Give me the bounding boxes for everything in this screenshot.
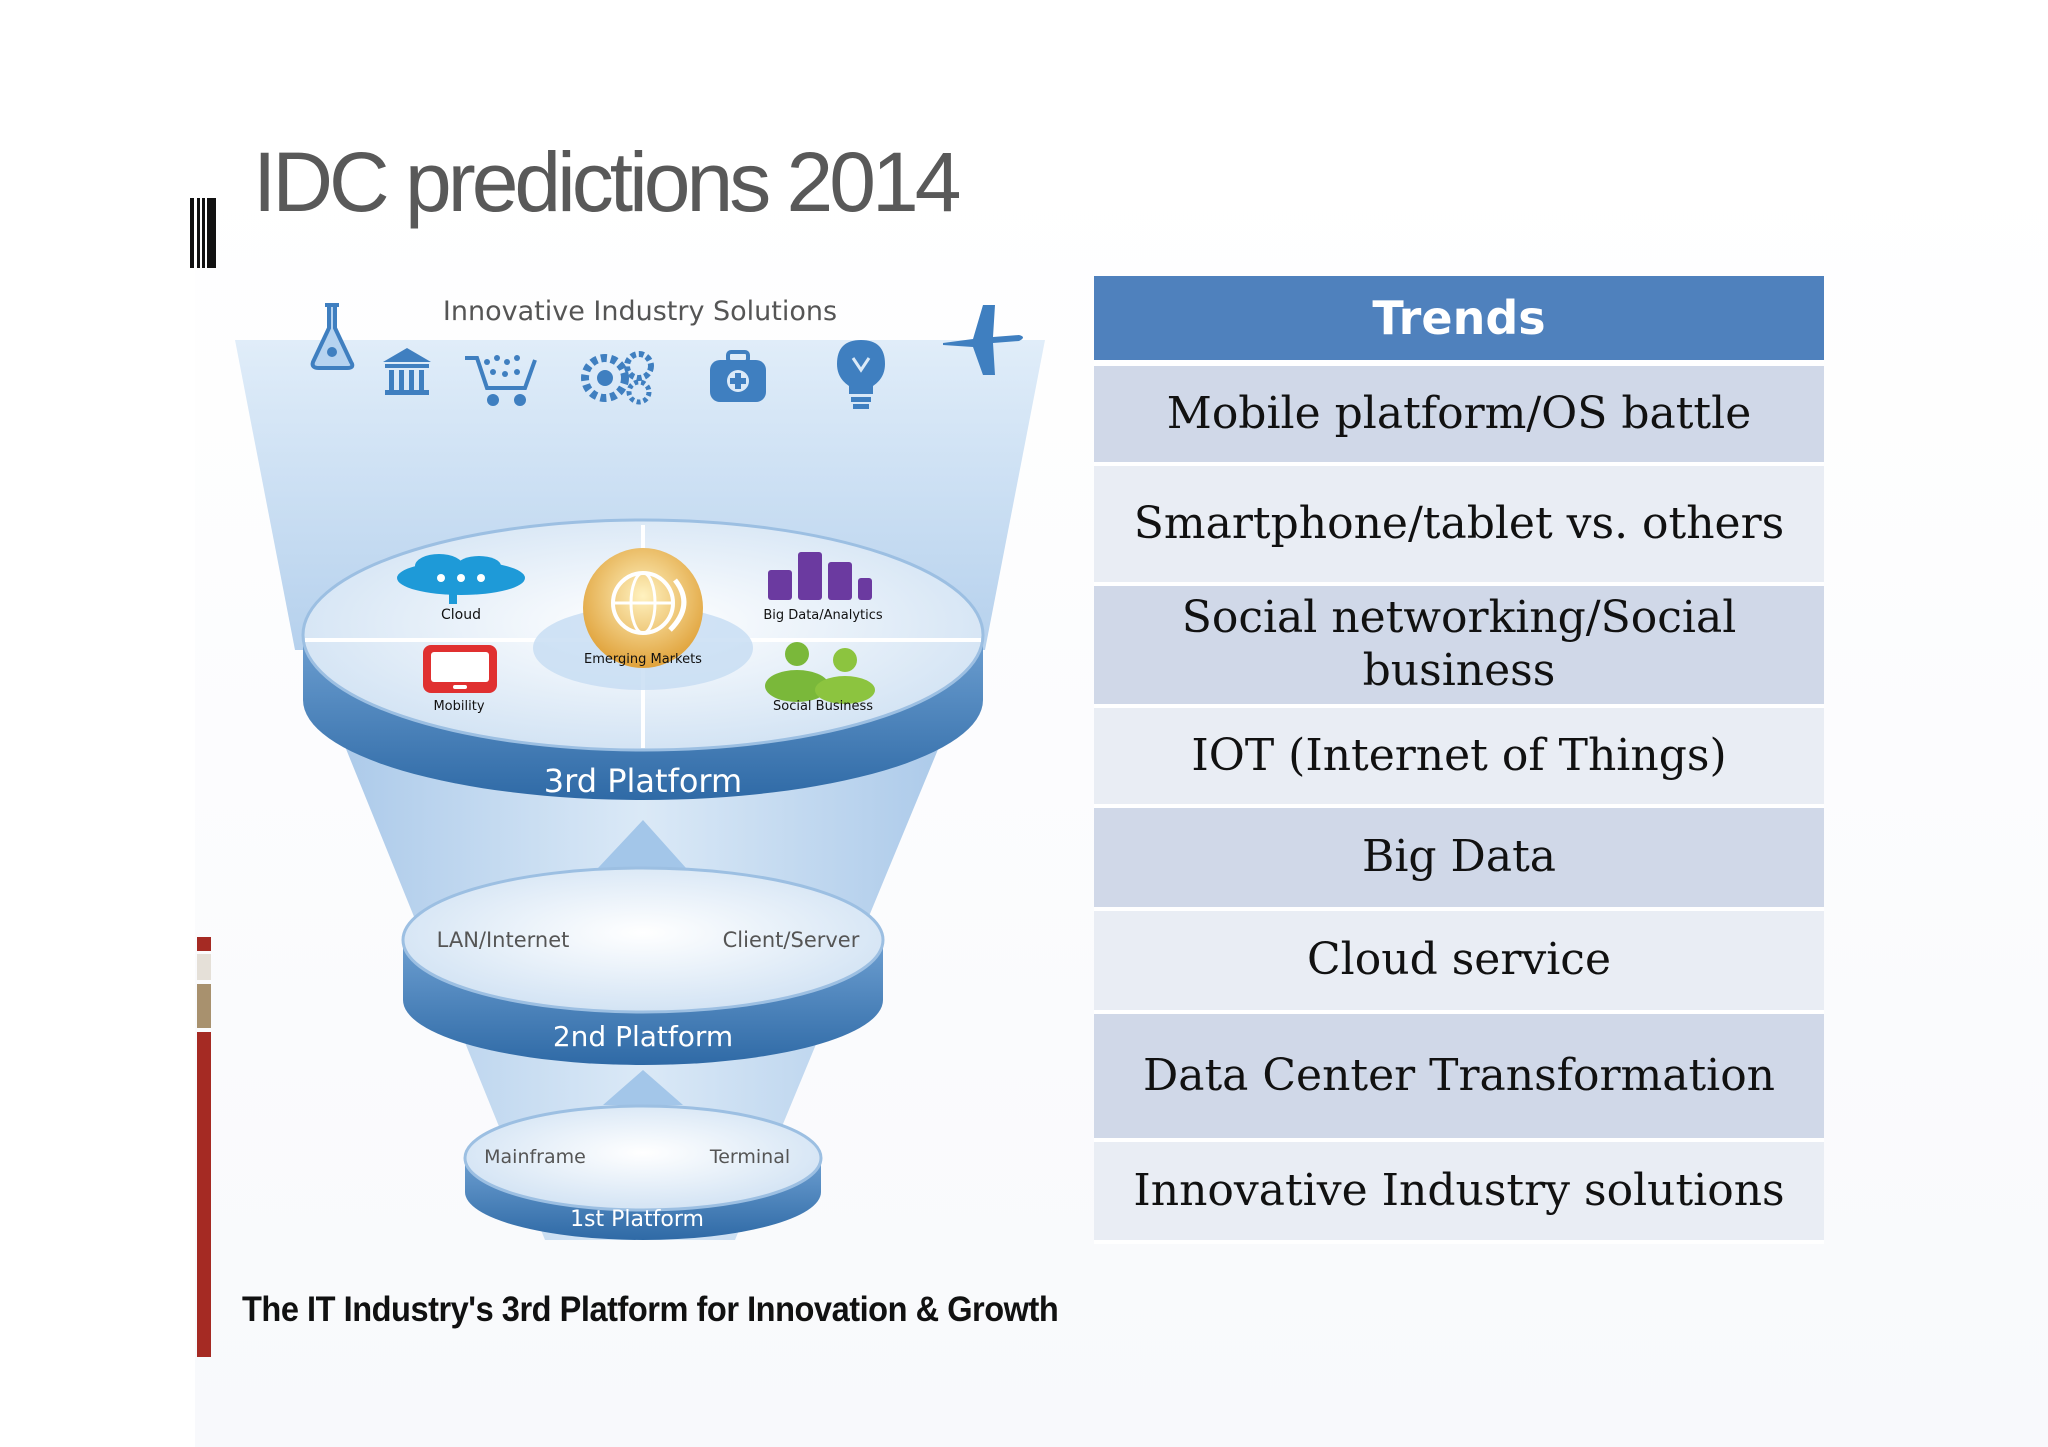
client-server-label: Client/Server bbox=[723, 928, 860, 952]
lightbulb-icon bbox=[837, 340, 885, 409]
diagram-caption: The IT Industry's 3rd Platform for Innov… bbox=[242, 1290, 1059, 1329]
bar-chart-icon bbox=[768, 552, 872, 600]
trend-row: Innovative Industry solutions bbox=[1094, 1142, 1824, 1244]
diagram-top-label: Innovative Industry Solutions bbox=[443, 296, 837, 327]
social-business-label: Social Business bbox=[773, 699, 873, 714]
cloud-icon bbox=[397, 554, 525, 604]
trends-header: Trends bbox=[1094, 276, 1824, 366]
big-data-label: Big Data/Analytics bbox=[763, 608, 883, 623]
terminal-label: Terminal bbox=[709, 1146, 790, 1168]
emerging-markets-label: Emerging Markets bbox=[584, 652, 702, 667]
medical-kit-icon bbox=[710, 350, 766, 402]
platform-2 bbox=[401, 866, 885, 1065]
globe-icon bbox=[583, 548, 703, 668]
airplane-icon bbox=[943, 305, 1023, 375]
social-people-icon bbox=[765, 642, 875, 704]
trend-row: Cloud service bbox=[1094, 911, 1824, 1014]
accent-bar-red-top bbox=[197, 937, 211, 951]
trends-table: Trends Mobile platform/OS battle Smartph… bbox=[1094, 276, 1824, 1244]
trend-row: Data Center Transformation bbox=[1094, 1014, 1824, 1142]
platform-1-label: 1st Platform bbox=[570, 1207, 704, 1232]
mainframe-label: Mainframe bbox=[484, 1146, 586, 1168]
trend-row: Mobile platform/OS battle bbox=[1094, 366, 1824, 466]
trend-row: Social networking/Social business bbox=[1094, 586, 1824, 708]
gears-icon bbox=[581, 351, 654, 405]
arrow-up-icon bbox=[603, 1070, 683, 1125]
mobility-label: Mobility bbox=[433, 699, 484, 714]
platform-1 bbox=[463, 1104, 823, 1240]
trend-row: Smartphone/tablet vs. others bbox=[1094, 466, 1824, 586]
lan-internet-label: LAN/Internet bbox=[437, 928, 570, 952]
shopping-cart-icon bbox=[465, 355, 537, 406]
platform-3-label: 3rd Platform bbox=[544, 762, 742, 800]
cloud-label: Cloud bbox=[441, 607, 481, 623]
arrow-up-icon bbox=[598, 820, 686, 898]
platform-2-label: 2nd Platform bbox=[553, 1020, 733, 1053]
decorative-bars bbox=[190, 198, 218, 268]
accent-bar-light bbox=[197, 954, 211, 980]
flask-icon bbox=[310, 303, 355, 370]
bank-icon bbox=[383, 348, 431, 395]
platform-funnel-diagram: Innovative Industry Solutions bbox=[225, 280, 1055, 1265]
trend-row: Big Data bbox=[1094, 808, 1824, 911]
accent-bar-red bbox=[197, 1032, 211, 1357]
accent-bar-tan bbox=[197, 984, 211, 1028]
trend-row: IOT (Internet of Things) bbox=[1094, 708, 1824, 808]
mobile-phone-icon bbox=[423, 645, 497, 693]
slide-title: IDC predictions 2014 bbox=[253, 135, 961, 229]
